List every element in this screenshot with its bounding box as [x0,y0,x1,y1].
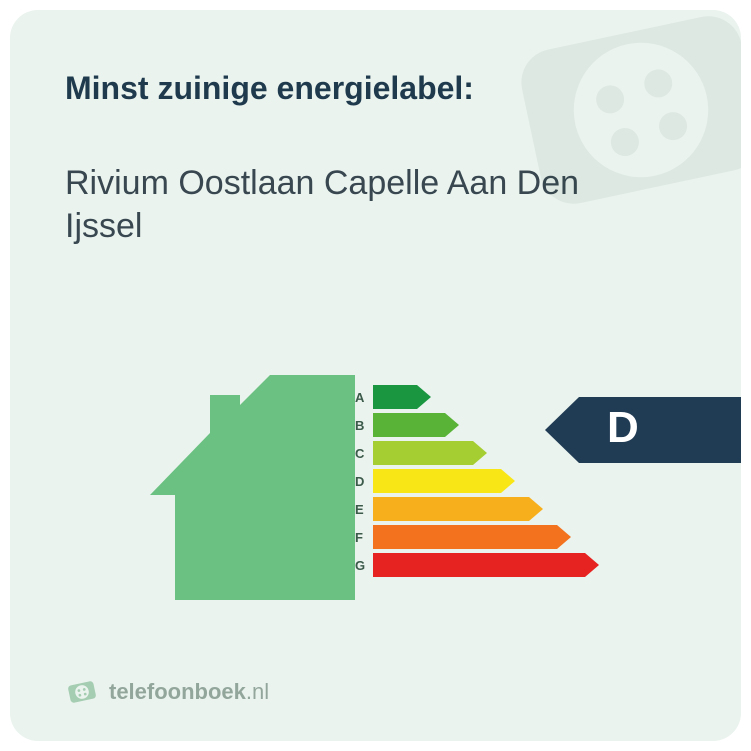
brand-text: telefoonboek.nl [109,679,269,705]
bar-shape [373,525,571,549]
bar-shape [373,441,487,465]
bar-label: D [355,474,373,489]
bar-shape [373,413,459,437]
bar-label: F [355,530,373,545]
house-icon [140,375,355,600]
bar-label: C [355,446,373,461]
brand-logo-icon [65,675,99,709]
rating-value: D [607,403,639,453]
bar-shape [373,553,599,577]
rating-badge: D [545,397,741,463]
energy-chart: ABCDEFG D [140,355,740,635]
brand-tld: .nl [246,679,269,704]
bar-shape [373,497,543,521]
bar-shape [373,385,431,409]
info-card: Minst zuinige energielabel: Rivium Oostl… [10,10,741,741]
footer-brand: telefoonboek.nl [65,675,269,709]
energy-bar-f: F [355,525,599,549]
brand-name: telefoonboek [109,679,246,704]
bar-shape [373,469,515,493]
rating-badge-shape [545,397,741,463]
card-heading: Minst zuinige energielabel: [65,70,686,107]
energy-bar-e: E [355,497,599,521]
card-subheading: Rivium Oostlaan Capelle Aan Den Ijssel [65,162,585,247]
bar-label: A [355,390,373,405]
bar-label: E [355,502,373,517]
bar-label: B [355,418,373,433]
energy-bar-g: G [355,553,599,577]
energy-bar-d: D [355,469,599,493]
bar-label: G [355,558,373,573]
